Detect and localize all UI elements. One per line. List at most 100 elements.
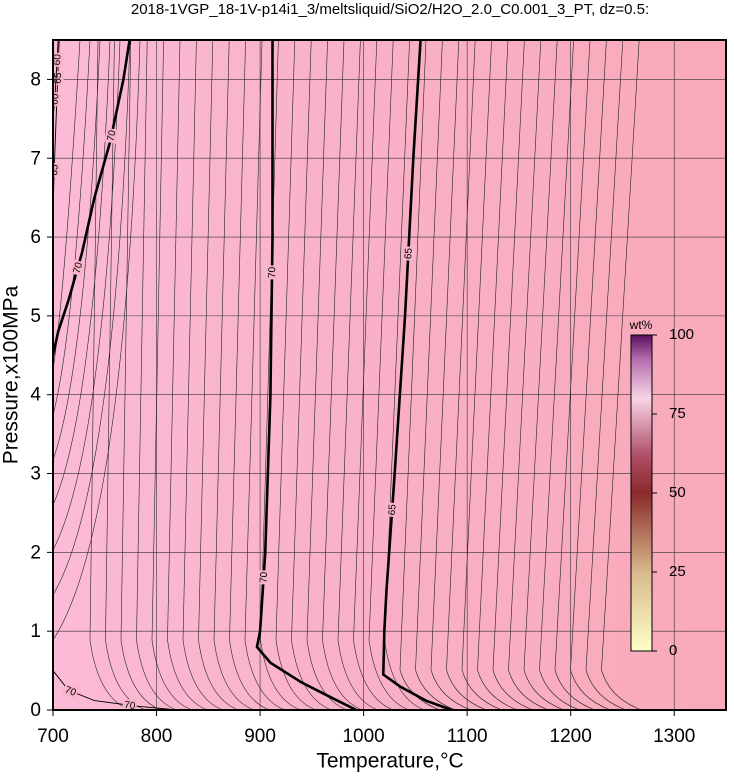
colorbar-tick-label: 25: [669, 563, 686, 580]
contour-label: 65: [385, 502, 399, 518]
minor-contour: [229, 40, 270, 710]
y-tick-label: 6: [30, 227, 41, 248]
contour-label-text: 65: [387, 503, 399, 515]
contours: 70 70 65 65 70 70 65 65 60 60 70 70: [49, 40, 453, 712]
contour-label-text: 70: [267, 266, 278, 278]
contour-label-text: 70: [105, 129, 118, 143]
minor-contour: [461, 40, 503, 710]
contour-line: [53, 670, 178, 710]
y-axis-label: Pressure,x100MPa: [0, 285, 23, 464]
contour-label-bg: [122, 698, 138, 710]
minor-contour: [337, 40, 379, 710]
minor-contour: [53, 40, 121, 551]
contour-label: 60: [49, 91, 62, 107]
y-tick-label: 3: [30, 464, 41, 485]
minor-contour: [601, 40, 642, 710]
contour-label-text: 70: [63, 685, 78, 699]
minor-contour: [151, 40, 193, 710]
minor-contour: [539, 40, 580, 710]
y-tick-label: 4: [30, 385, 41, 406]
contour-label-bg: [104, 127, 119, 144]
x-tick-label: 800: [141, 726, 173, 747]
contour-label-bg: [61, 682, 80, 700]
colorbar: [630, 334, 653, 652]
y-tick-label: 5: [30, 306, 41, 327]
minor-contour: [244, 40, 286, 710]
minor-contour: [508, 40, 549, 710]
y-tick-label: 1: [30, 621, 41, 642]
contour-label-text: 65: [53, 72, 64, 84]
contour-label: 70: [265, 265, 278, 280]
minor-contour: [182, 40, 224, 710]
contour-line: [255, 40, 357, 710]
minor-contour: [415, 40, 456, 710]
x-axis-label: Temperature,°C: [316, 750, 463, 773]
minor-contour: [322, 40, 363, 710]
contour-label: 70: [257, 570, 270, 585]
contour-label-text: 60: [52, 53, 64, 65]
plot-frame: [52, 39, 727, 711]
contour-line: [53, 40, 131, 356]
colorbar-tick-label: 75: [669, 405, 686, 422]
minor-contour: [306, 40, 348, 710]
contour-label-text: 70: [258, 571, 270, 583]
minor-contour: [53, 40, 131, 596]
minor-contour: [53, 40, 141, 641]
chart-title: 2018-1VGP_18-1V-p14i1_3/meltsliquid/SiO2…: [131, 1, 649, 18]
x-tick-label: 1000: [342, 726, 384, 747]
contour-label-bg: [70, 259, 86, 277]
contour-label-bg: [53, 91, 62, 107]
minor-contour: [477, 40, 518, 710]
y-tick-label: 0: [30, 700, 41, 721]
minor-contour: [53, 40, 91, 416]
colorbar-tick-label: 50: [669, 484, 686, 501]
minor-contour: [198, 40, 239, 710]
minor-contour: [570, 40, 611, 710]
x-tick-label: 1200: [550, 726, 592, 747]
colorbar-tick-label: 0: [669, 642, 677, 659]
contour-label: 65: [401, 246, 415, 261]
contour-label: 65: [49, 162, 61, 178]
contour-label-text: 70: [123, 700, 136, 712]
contour-label: 70: [104, 127, 119, 144]
colorbar-tick-label: 100: [669, 326, 694, 343]
minor-contour: [53, 40, 101, 461]
minor-contour: [275, 40, 317, 710]
minor-contour: [120, 40, 162, 710]
minor-contour: [260, 40, 301, 710]
x-tick-label: 1100: [447, 726, 488, 747]
minor-contours: [53, 40, 642, 710]
contour-label-text: 65: [49, 164, 60, 176]
contour-label-text: 60: [49, 93, 61, 105]
contour-label-bg: [401, 246, 415, 261]
minor-contour: [492, 40, 534, 710]
contour-label: 70: [61, 682, 80, 700]
contour-label: 70: [122, 698, 138, 712]
contour-label: 65: [53, 70, 64, 86]
x-tick-label: 900: [244, 726, 276, 747]
grid: [52, 40, 726, 711]
plot-background: [53, 40, 726, 710]
contour-label: 70: [70, 259, 86, 277]
contour-label-text: 70: [72, 261, 86, 275]
contour-line: [381, 40, 453, 710]
contour-label-bg: [53, 70, 64, 86]
contour-label-bg: [385, 502, 399, 518]
minor-contour: [167, 40, 208, 710]
minor-contour: [136, 40, 177, 710]
x-tick-label: 700: [37, 726, 69, 747]
minor-contour: [523, 40, 565, 710]
contour-label-bg: [257, 570, 271, 585]
contour-label-bg: [53, 162, 61, 178]
minor-contour: [213, 40, 255, 710]
minor-contour: [368, 40, 410, 710]
colorbar-label: wt%: [629, 318, 653, 332]
minor-contour: [554, 40, 596, 710]
x-tick-label: 1300: [653, 726, 695, 747]
y-tick-label: 2: [30, 542, 41, 563]
contour-label-text: 65: [403, 247, 415, 259]
y-tick-label: 7: [30, 148, 41, 169]
y-tick-label: 8: [30, 69, 41, 90]
minor-contour: [353, 40, 394, 710]
